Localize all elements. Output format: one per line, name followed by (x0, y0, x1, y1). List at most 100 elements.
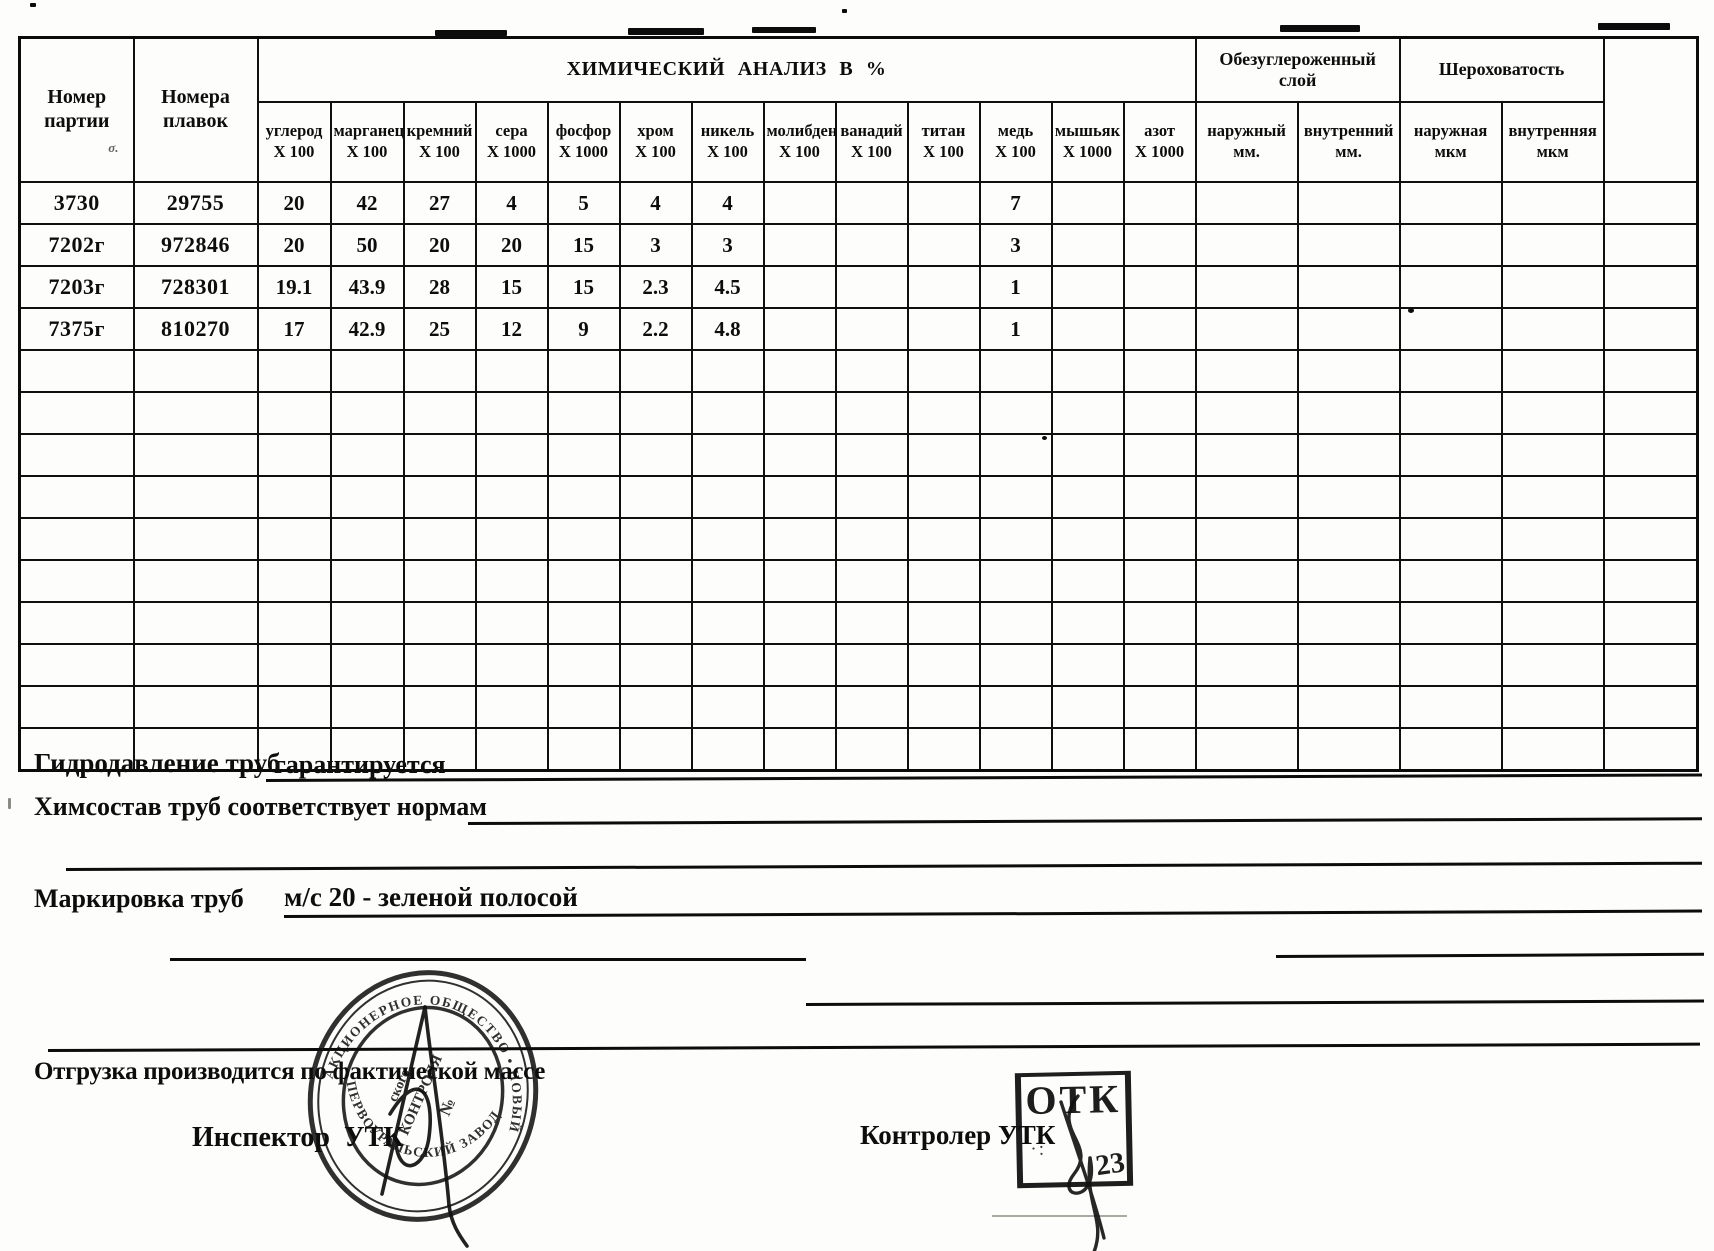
table-cell (690, 349, 765, 393)
table-cell: 27 (402, 181, 477, 225)
subheader-кремний: кремний X 100 (402, 101, 477, 183)
table-cell: 19.1 (256, 265, 332, 309)
table-cell (762, 349, 837, 393)
table-cell (1122, 265, 1197, 309)
table-cell: 1 (978, 265, 1053, 309)
table-cell: 972846 (132, 223, 259, 267)
subheader-фосфор: фосфор X 1000 (546, 101, 621, 183)
subheader-rough-наружная: наружная мкм (1398, 101, 1503, 183)
scan-artifact (1042, 436, 1047, 440)
table-cell (1050, 559, 1125, 603)
table-cell (690, 559, 765, 603)
long-bottom-line (47, 1042, 1700, 1052)
table-cell (1194, 517, 1299, 561)
table-cell (1500, 265, 1605, 309)
table-cell (18, 601, 135, 645)
table-cell (762, 475, 837, 519)
subheader-rough-внутренняя: внутренняя мкм (1500, 101, 1605, 183)
chem-underline (467, 817, 1702, 825)
table-cell (402, 475, 477, 519)
table-cell (618, 433, 693, 477)
table-cell (834, 265, 909, 309)
table-cell (1050, 601, 1125, 645)
table-row: 3730 29755 20 42 27 4 5 4 4 7 (18, 181, 1699, 225)
chem-composition-label: Химсостав труб соответствует нормам (34, 792, 487, 821)
scan-artifact (752, 27, 816, 33)
table-cell: 20 (402, 223, 477, 267)
table-cell (1194, 475, 1299, 519)
table-cell (474, 391, 549, 435)
table-row: 7203г 728301 19.1 43.9 28 15 15 2.3 4.5 1 (18, 265, 1699, 309)
table-cell: 7 (978, 181, 1053, 225)
table-cell (1296, 223, 1401, 267)
table-cell (1296, 601, 1401, 645)
table-cell (1296, 475, 1401, 519)
table-cell (834, 433, 909, 477)
header-roughness-group: Шероховатость (1398, 36, 1605, 103)
table-cell (329, 643, 405, 687)
table-cell (1500, 475, 1605, 519)
table-cell (329, 685, 405, 729)
table-cell (834, 559, 909, 603)
table-cell (402, 685, 477, 729)
table-cell (762, 265, 837, 309)
table-cell (762, 307, 837, 351)
table-cell (906, 685, 981, 729)
table-cell (329, 727, 405, 772)
table-cell (906, 223, 981, 267)
table-cell (1050, 349, 1125, 393)
table-cell (1194, 685, 1299, 729)
table-cell (978, 727, 1053, 772)
signature-line-right (1275, 952, 1705, 958)
table-cell: 42 (329, 181, 405, 225)
table-cell (834, 307, 909, 351)
table-cell (1296, 727, 1401, 772)
table-cell (546, 349, 621, 393)
table-cell (132, 601, 259, 645)
table-cell (1602, 307, 1699, 351)
table-cell (978, 643, 1053, 687)
table-cell (474, 349, 549, 393)
table-cell (1194, 433, 1299, 477)
subheader-decarb-наружный: наружный мм. (1194, 101, 1299, 183)
table-cell (1122, 517, 1197, 561)
table-cell (1122, 643, 1197, 687)
table-cell (618, 517, 693, 561)
table-cell (1122, 349, 1197, 393)
table-cell (1398, 391, 1503, 435)
table-cell (1194, 265, 1299, 309)
header-empty-column (1602, 36, 1699, 183)
table-cell (618, 727, 693, 772)
table-cell (1398, 685, 1503, 729)
scan-artifact (1280, 25, 1360, 32)
table-cell (1602, 559, 1699, 603)
table-row-empty (18, 685, 1699, 729)
table-cell (690, 517, 765, 561)
table-cell (1194, 307, 1299, 351)
table-cell (474, 559, 549, 603)
analysis-table: Номер партии σ. Номера плавок ХИМИЧЕСКИЙ … (18, 36, 1700, 772)
table-cell: 17 (256, 307, 332, 351)
table-cell (906, 559, 981, 603)
table-cell (1194, 181, 1299, 225)
table-cell: 29755 (132, 181, 259, 225)
signature-line-left (170, 958, 806, 961)
table-cell: 15 (546, 223, 621, 267)
table-cell (1602, 265, 1699, 309)
table-cell (1500, 433, 1605, 477)
marking-value: м/с 20 - зеленой полосой (284, 882, 578, 912)
subheader-углерод: углерод X 100 (256, 101, 332, 183)
table-cell (546, 475, 621, 519)
table-cell (1122, 433, 1197, 477)
table-cell (762, 727, 837, 772)
table-cell (1050, 181, 1125, 225)
table-cell (618, 475, 693, 519)
table-cell (834, 685, 909, 729)
table-cell (1500, 727, 1605, 772)
table-cell (132, 559, 259, 603)
table-cell (474, 643, 549, 687)
subheader-decarb-внутренний: внутренний мм. (1296, 101, 1401, 183)
middle-right-line (805, 999, 1704, 1006)
table-cell (690, 391, 765, 435)
table-cell (329, 349, 405, 393)
